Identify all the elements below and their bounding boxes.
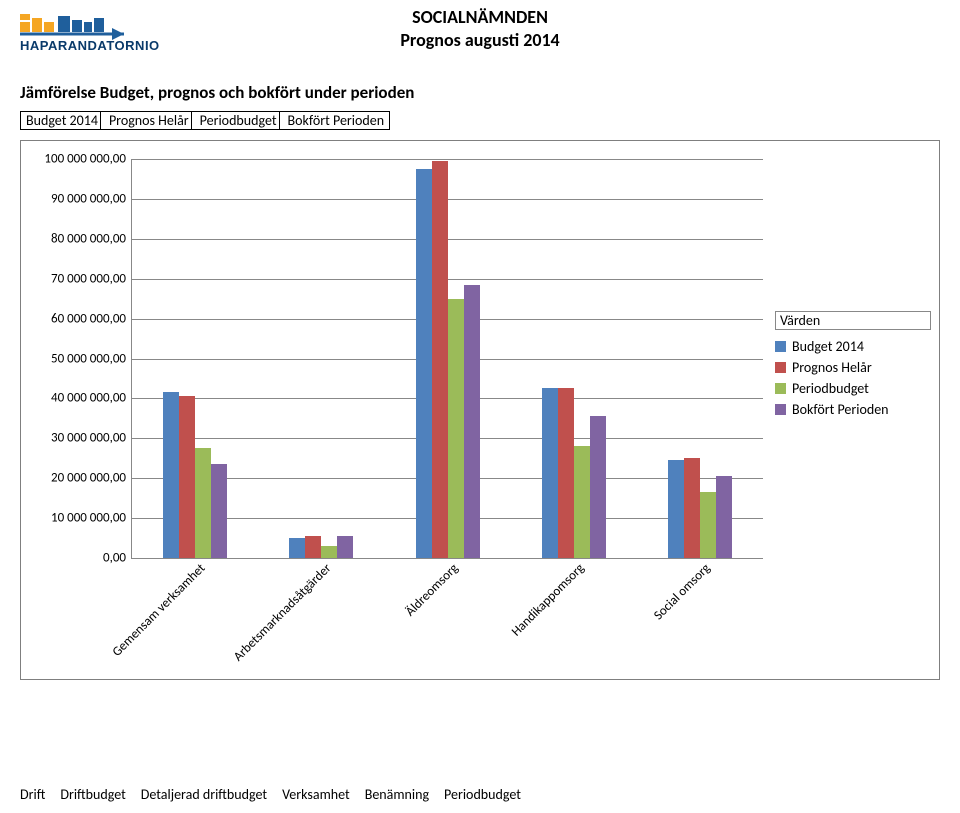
legend-top-item: Budget 2014 [24, 112, 101, 129]
bar [179, 396, 195, 558]
y-tick-label: 0,00 [103, 551, 132, 566]
bar [574, 446, 590, 558]
legend-top-item: Prognos Helår [107, 112, 192, 129]
bar [716, 476, 732, 558]
x-tick-label: Social omsorg [648, 558, 713, 623]
logo: HAPARANDATORNIO [20, 8, 200, 58]
footer-cell: Periodbudget [444, 786, 522, 803]
y-tick-label: 20 000 000,00 [51, 471, 132, 486]
legend-swatch [775, 341, 786, 352]
legend-title: Värden [775, 311, 931, 330]
x-tick-label: Gemensam verksamhet [107, 558, 209, 660]
legend-label: Bokfört Perioden [792, 401, 889, 418]
logo-icon [20, 8, 190, 40]
y-tick-label: 50 000 000,00 [51, 351, 132, 366]
legend-top-item: Bokfört Perioden [286, 112, 387, 129]
bar [700, 492, 716, 558]
y-tick-label: 40 000 000,00 [51, 391, 132, 406]
plot: 0,0010 000 000,0020 000 000,0030 000 000… [131, 159, 763, 559]
legend-swatch [775, 362, 786, 373]
y-tick-label: 10 000 000,00 [51, 511, 132, 526]
bar [668, 460, 684, 558]
legend-item: Budget 2014 [775, 338, 931, 355]
logo-text: HAPARANDATORNIO [20, 38, 200, 53]
legend-label: Prognos Helår [792, 359, 872, 376]
bar [321, 546, 337, 558]
footer-cell: Detaljerad driftbudget [141, 786, 268, 803]
legend-item: Bokfört Perioden [775, 401, 931, 418]
bar-group [542, 159, 606, 558]
bar [305, 536, 321, 558]
legend: Värden Budget 2014 Prognos Helår Periodbud… [775, 311, 931, 422]
bar [416, 169, 432, 558]
bar [432, 161, 448, 558]
section-title: Jämförelse Budget, prognos och bokfört u… [0, 58, 960, 111]
doc-title: SOCIALNÄMNDEN Prognos augusti 2014 [200, 6, 760, 51]
bar [448, 299, 464, 558]
bar-group [668, 159, 732, 558]
bar [590, 416, 606, 558]
footer-cell: Benämning [365, 786, 430, 803]
bar [289, 538, 305, 558]
bar [163, 392, 179, 558]
x-tick-label: Äldreomsorg [400, 558, 461, 619]
y-tick-label: 70 000 000,00 [51, 271, 132, 286]
footer-cell: Drift [20, 786, 46, 803]
footer-cell: Driftbudget [60, 786, 126, 803]
legend-top-item: Periodbudget [198, 112, 280, 129]
bar-group [163, 159, 227, 558]
legend-label: Periodbudget [792, 380, 869, 397]
footer-row: Drift Driftbudget Detaljerad driftbudget… [20, 786, 522, 803]
y-tick-label: 30 000 000,00 [51, 431, 132, 446]
y-tick-label: 90 000 000,00 [51, 191, 132, 206]
y-tick-label: 60 000 000,00 [51, 311, 132, 326]
legend-label: Budget 2014 [792, 338, 864, 355]
bar [542, 388, 558, 558]
bar [211, 464, 227, 558]
bar-group [289, 159, 353, 558]
legend-top: Budget 2014 Prognos Helår Periodbudget B… [20, 111, 390, 130]
bar [558, 388, 574, 558]
chart: 0,00 10 000 000,00 20 000 000,00 30 000 000… [20, 140, 940, 680]
plot-area: 0,0010 000 000,0020 000 000,0030 000 000… [131, 159, 763, 559]
doc-title-line2: Prognos augusti 2014 [200, 29, 760, 52]
legend-item: Periodbudget [775, 380, 931, 397]
header: HAPARANDATORNIO SOCIALNÄMNDEN Prognos au… [0, 0, 960, 58]
footer-cell: Verksamhet [282, 786, 351, 803]
x-tick-label: Handikappomsorg [506, 558, 587, 639]
bar [195, 448, 211, 558]
legend-item: Prognos Helår [775, 359, 931, 376]
bar [464, 285, 480, 558]
y-tick-label: 80 000 000,00 [51, 231, 132, 246]
page: HAPARANDATORNIO SOCIALNÄMNDEN Prognos au… [0, 0, 960, 813]
x-tick-label: Arbetsmarknadsåtgärder [228, 558, 334, 664]
y-tick-label: 100 000 000,00 [44, 152, 132, 167]
doc-title-line1: SOCIALNÄMNDEN [200, 6, 760, 29]
legend-swatch [775, 383, 786, 394]
bar [684, 458, 700, 558]
bar-group [416, 159, 480, 558]
legend-swatch [775, 404, 786, 415]
bar [337, 536, 353, 558]
